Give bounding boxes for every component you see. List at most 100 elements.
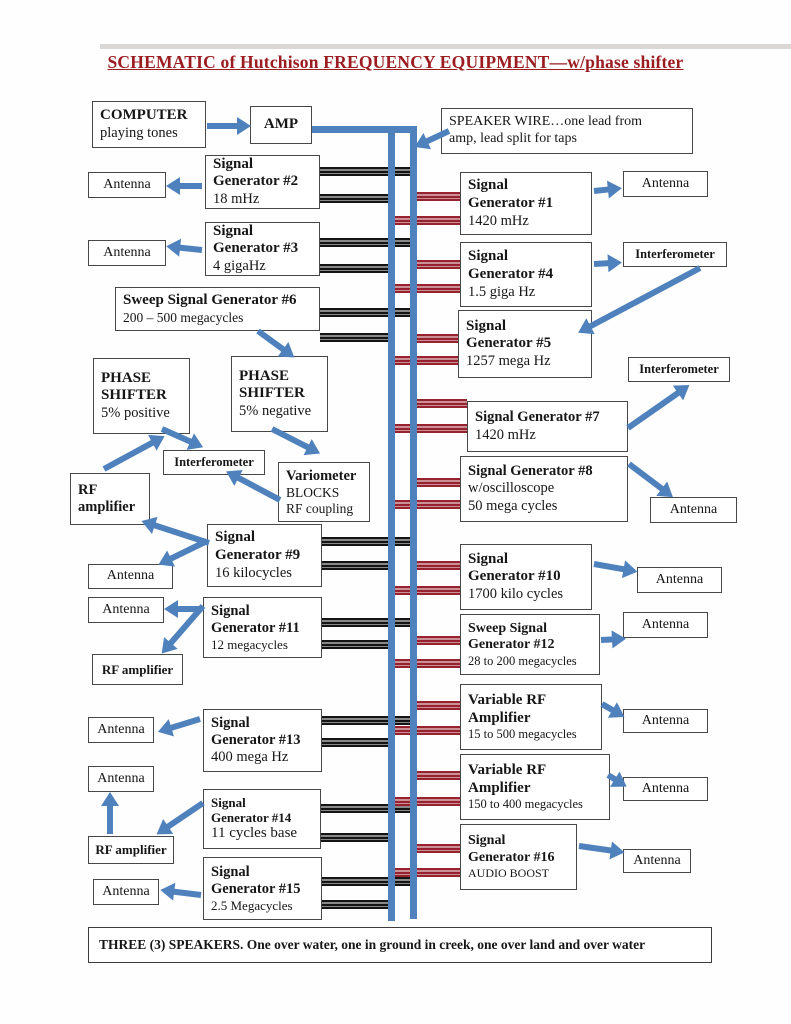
footer-note: THREE (3) SPEAKERS. One over water, one … (88, 927, 712, 963)
box-vrf1: Variable RF Amplifier 15 to 500 megacycles (460, 684, 602, 750)
ps-pos-label: 5% positive (101, 405, 170, 422)
sg16-label: AUDIO BOOST (468, 866, 549, 881)
connector-arrow (155, 716, 201, 741)
tap-line-red (389, 424, 467, 433)
box-ant-sg2: Antenna (88, 172, 166, 198)
amp-label: AMP (263, 116, 299, 133)
connector-arrow (159, 881, 202, 901)
box-sg7: Signal Generator #7 1420 mHz (467, 401, 628, 452)
vrf2-label: Variable RF (468, 761, 547, 778)
connector-arrow (627, 461, 679, 505)
connector-arrow (165, 237, 203, 257)
sg11-label: Generator #11 (211, 619, 300, 636)
ps-neg-label: PHASE (239, 367, 290, 384)
tap-line-red (410, 192, 460, 201)
connector-arrow (270, 426, 325, 462)
sg5-label: 1257 mega Hz (466, 353, 551, 370)
tap-line-black (322, 618, 416, 627)
sg16-label: Generator #16 (468, 849, 555, 865)
rf-amp1-label: amplifier (78, 499, 136, 515)
box-sg16: Signal Generator #16 AUDIO BOOST (460, 824, 577, 890)
connector-arrow (600, 701, 630, 725)
connector-arrow (593, 179, 623, 199)
box-ant-rf3: Antenna (88, 766, 154, 792)
ps-pos-label: PHASE (101, 369, 152, 386)
tap-line-red (389, 284, 460, 293)
tap-line-red (389, 868, 460, 877)
ant-sg11-label: Antenna (102, 601, 150, 617)
connector-arrow (154, 538, 209, 573)
box-ps-neg: PHASE SHIFTER 5% negative (231, 356, 328, 432)
box-ant-vrf2: Antenna (623, 777, 708, 801)
box-ant-sg8: Antenna (650, 497, 737, 523)
connector-arrow (606, 771, 632, 795)
box-ps-pos: PHASE SHIFTER 5% positive (93, 358, 190, 434)
rf-amp3-label: RF amplifier (95, 842, 167, 858)
sg7-label: Signal Generator #7 (475, 409, 600, 426)
sg13-label: 400 mega Hz (211, 749, 289, 766)
sg2-label: Signal (213, 155, 254, 172)
box-sg8: Signal Generator #8 w/oscilloscope 50 mega… (460, 456, 628, 522)
sg10-label: 1700 kilo cycles (468, 586, 564, 603)
box-ant-sg13: Antenna (88, 717, 154, 743)
ant-sg8-label: Antenna (669, 501, 718, 517)
tap-line-black (321, 804, 416, 813)
sg1-label: 1420 mHz (468, 212, 529, 229)
tap-line-black (320, 333, 395, 342)
vrf2-label: Amplifier (468, 779, 531, 796)
connector-arrow (138, 512, 210, 546)
tap-line-black (322, 561, 395, 570)
sg4-label: Signal (468, 248, 509, 265)
computer-label: COMPUTER (100, 107, 188, 124)
sg5-label: Generator #5 (466, 335, 552, 352)
sg14-label: Generator #14 (211, 810, 292, 826)
ssg12-label: 28 to 200 megacycles (468, 653, 577, 668)
tap-line-red (389, 659, 460, 668)
box-sg5: Signal Generator #5 1257 mega Hz (458, 310, 592, 378)
tap-line-red (389, 500, 460, 509)
box-speaker-wire: SPEAKER WIRE…one lead from amp, lead spli… (441, 108, 693, 154)
ant-sg15-label: Antenna (102, 883, 150, 899)
sg7-label: 1420 mHz (475, 426, 536, 443)
ssg6-label: Sweep Signal Generator #6 (123, 292, 297, 309)
speaker-wire-lead-left (388, 126, 395, 921)
sg9-label: 16 kilocycles (215, 564, 292, 581)
box-ant-sg16: Antenna (623, 849, 691, 873)
connector-arrow (578, 841, 626, 862)
tap-line-black (322, 738, 395, 747)
box-sg14: Signal Generator #14 11 cycles base (203, 789, 321, 849)
box-sg4: Signal Generator #4 1.5 giga Hz (460, 242, 592, 307)
connector-arrow (593, 253, 623, 273)
tap-line-black (320, 167, 416, 176)
tap-line-red (410, 334, 458, 343)
connector-arrow (256, 328, 300, 365)
box-ant-vrf1: Antenna (623, 709, 708, 733)
tap-line-red (389, 586, 460, 595)
box-ant-sg3: Antenna (88, 240, 166, 266)
box-ant-sg15: Antenna (93, 879, 159, 905)
ps-neg-label: SHIFTER (239, 385, 305, 402)
sg13-label: Generator #13 (211, 731, 301, 748)
box-sg9: Signal Generator #9 16 kilocycles (207, 524, 322, 587)
tap-line-black (322, 716, 416, 725)
speaker-wire-lead-horizontal (312, 126, 417, 133)
box-vrf2: Variable RF Amplifier 150 to 400 megacycle… (460, 754, 610, 820)
ant-sg10-label: Antenna (655, 571, 704, 587)
speaker-wire-lead-right (410, 126, 417, 919)
box-ssg12: Sweep Signal Generator #12 28 to 200 megac… (460, 614, 600, 675)
ant-sg3-label: Antenna (103, 244, 151, 260)
tap-line-black (320, 238, 416, 247)
sg3-label: 4 gigaHz (213, 258, 266, 275)
ssg12-label: Generator #12 (468, 637, 555, 653)
sg15-label: Generator #15 (211, 880, 301, 897)
sg5-label: Signal (466, 317, 507, 334)
sg9-label: Generator #9 (215, 546, 301, 563)
sg14-label: Signal (211, 794, 246, 810)
sg15-label: 2.5 Megacycles (211, 897, 293, 913)
ps-pos-label: SHIFTER (101, 387, 167, 404)
box-rf-amp1: RF amplifier (70, 473, 150, 525)
sg9-label: Signal (215, 529, 256, 546)
tap-line-red (410, 636, 460, 645)
computer-label: playing tones (100, 124, 178, 141)
